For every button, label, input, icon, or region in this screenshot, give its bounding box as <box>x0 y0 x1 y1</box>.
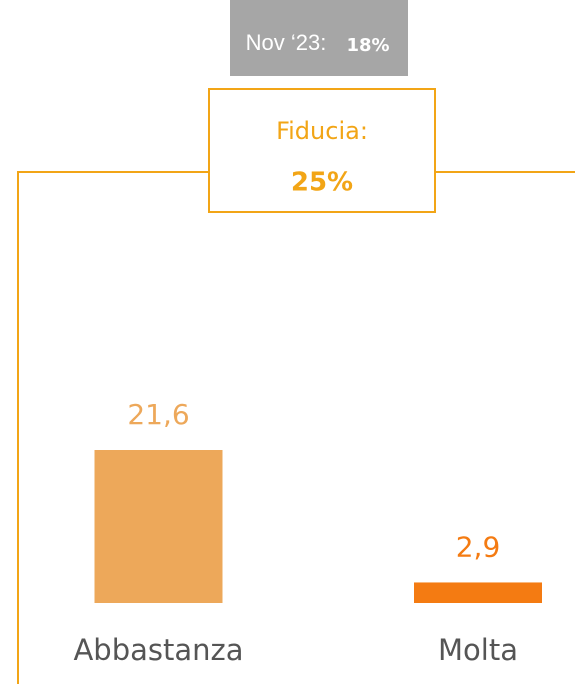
bracket <box>17 171 575 684</box>
previous-label: Nov ‘23: <box>246 30 327 55</box>
bar <box>94 450 223 603</box>
category-label: Abbastanza <box>73 633 243 667</box>
value-label: 21,6 <box>127 398 189 431</box>
current-box <box>208 88 436 213</box>
category-label: Molta <box>438 633 518 667</box>
bar <box>414 582 542 603</box>
current-label: Fiducia: <box>276 117 368 145</box>
value-label: 2,9 <box>456 530 501 563</box>
current-value: 25% <box>291 168 353 198</box>
previous-value: 18% <box>346 35 389 56</box>
previous-box <box>230 0 408 76</box>
